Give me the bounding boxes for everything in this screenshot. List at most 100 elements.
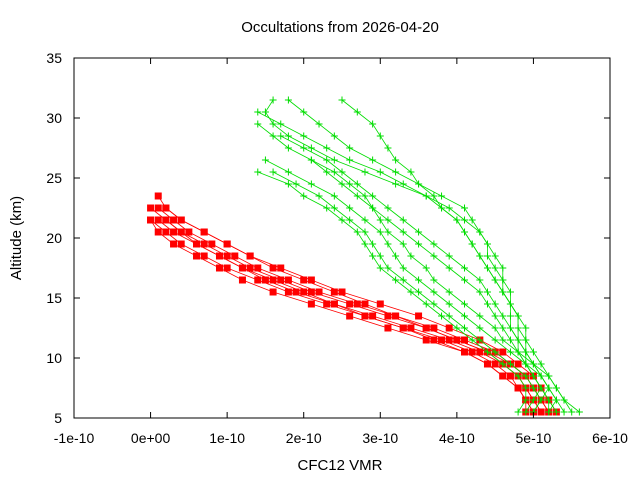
data-point <box>537 408 545 416</box>
data-point <box>506 300 514 308</box>
data-point <box>338 96 346 104</box>
plot-frame <box>73 57 611 419</box>
data-point <box>315 192 323 200</box>
data-point <box>430 240 438 248</box>
data-point <box>307 300 315 308</box>
data-point <box>476 324 484 332</box>
data-point <box>491 324 499 332</box>
data-point <box>376 264 384 272</box>
data-point <box>445 204 453 212</box>
data-point <box>376 216 384 224</box>
data-point <box>177 240 185 248</box>
data-point <box>361 168 369 176</box>
data-point <box>384 312 392 320</box>
data-point <box>323 300 331 308</box>
chart-title: Occultations from 2026-04-20 <box>241 19 439 36</box>
y-tick-label: 25 <box>46 170 62 186</box>
data-point <box>399 276 407 284</box>
data-point <box>445 300 453 308</box>
data-point <box>323 156 331 164</box>
profile-line <box>311 159 580 413</box>
data-point <box>499 264 507 272</box>
data-point <box>506 336 514 344</box>
data-point <box>162 204 170 212</box>
data-point <box>537 384 545 392</box>
data-point <box>215 252 223 260</box>
data-point <box>292 180 300 188</box>
data-point <box>453 336 461 344</box>
data-point <box>461 312 469 320</box>
data-point <box>514 312 522 320</box>
data-point <box>369 240 377 248</box>
data-point <box>453 324 461 332</box>
data-point <box>254 120 262 128</box>
data-point <box>369 120 377 128</box>
data-point <box>476 312 484 320</box>
data-point <box>162 228 170 236</box>
data-point <box>506 348 514 356</box>
data-point <box>346 180 354 188</box>
data-point <box>170 216 178 224</box>
data-point <box>200 240 208 248</box>
data-point <box>254 264 262 272</box>
data-point <box>307 156 315 164</box>
data-point <box>468 348 476 356</box>
data-point <box>330 288 338 296</box>
data-point <box>307 288 315 296</box>
data-point <box>552 396 560 404</box>
data-point <box>545 372 553 380</box>
data-point <box>476 336 484 344</box>
data-point <box>422 192 430 200</box>
data-point <box>170 240 178 248</box>
data-point <box>185 228 193 236</box>
profile-line <box>288 99 565 413</box>
data-point <box>392 180 400 188</box>
data-point <box>269 96 277 104</box>
data-point <box>277 132 285 140</box>
x-tick-label: 4e-10 <box>439 430 475 446</box>
data-point <box>575 408 583 416</box>
data-point <box>522 324 530 332</box>
data-point <box>269 168 277 176</box>
y-tick-label: 35 <box>46 50 62 66</box>
data-point <box>483 360 491 368</box>
data-point <box>384 264 392 272</box>
data-point <box>483 348 491 356</box>
x-tick-label: 3e-10 <box>362 430 398 446</box>
data-point <box>445 324 453 332</box>
data-point <box>514 360 522 368</box>
data-point <box>284 144 292 152</box>
data-point <box>545 396 553 404</box>
data-point <box>238 264 246 272</box>
data-point <box>300 288 308 296</box>
data-point <box>361 228 369 236</box>
data-point <box>529 372 537 380</box>
data-point <box>269 120 277 128</box>
profile-line <box>165 219 542 413</box>
x-tick-label: 6e-10 <box>592 430 628 446</box>
data-point <box>491 276 499 284</box>
data-point <box>238 276 246 284</box>
x-axis-label: CFC12 VMR <box>297 457 382 474</box>
data-point <box>376 300 384 308</box>
data-point <box>147 216 155 224</box>
data-point <box>369 192 377 200</box>
y-tick-label: 5 <box>54 410 62 426</box>
data-point <box>476 348 484 356</box>
data-point <box>330 300 338 308</box>
data-point <box>514 408 522 416</box>
data-point <box>353 192 361 200</box>
data-point <box>300 108 308 116</box>
data-point <box>315 120 323 128</box>
data-point <box>353 180 361 188</box>
data-point <box>231 252 239 260</box>
data-point <box>384 228 392 236</box>
data-point <box>461 324 469 332</box>
data-point <box>461 348 469 356</box>
data-point <box>369 204 377 212</box>
data-point <box>499 288 507 296</box>
data-point <box>376 132 384 140</box>
data-point <box>284 288 292 296</box>
data-point <box>261 156 269 164</box>
